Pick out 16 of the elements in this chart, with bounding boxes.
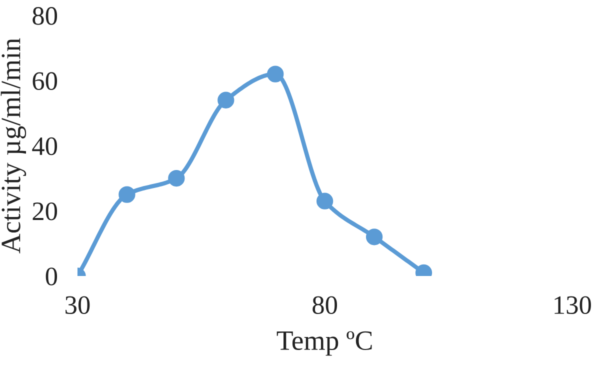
point xyxy=(267,66,284,82)
x-tick-label: 30 xyxy=(66,296,90,314)
y-tick-label: 80 xyxy=(32,7,58,25)
point xyxy=(218,92,234,108)
y-tick-label: 40 xyxy=(32,137,58,156)
x-axis-title: Temp ºC xyxy=(276,331,372,356)
y-tick-label: 60 xyxy=(32,72,58,90)
point xyxy=(118,186,136,203)
point xyxy=(316,192,334,210)
x-tick-label: 130 xyxy=(554,296,591,314)
y-tick-label: 0 xyxy=(46,268,58,286)
y-axis-title: Activity µg/ml/min xyxy=(0,38,26,254)
x-tick-label: 80 xyxy=(312,296,338,314)
point xyxy=(168,170,185,187)
y-tick-label: 20 xyxy=(32,202,58,220)
point xyxy=(366,228,383,246)
